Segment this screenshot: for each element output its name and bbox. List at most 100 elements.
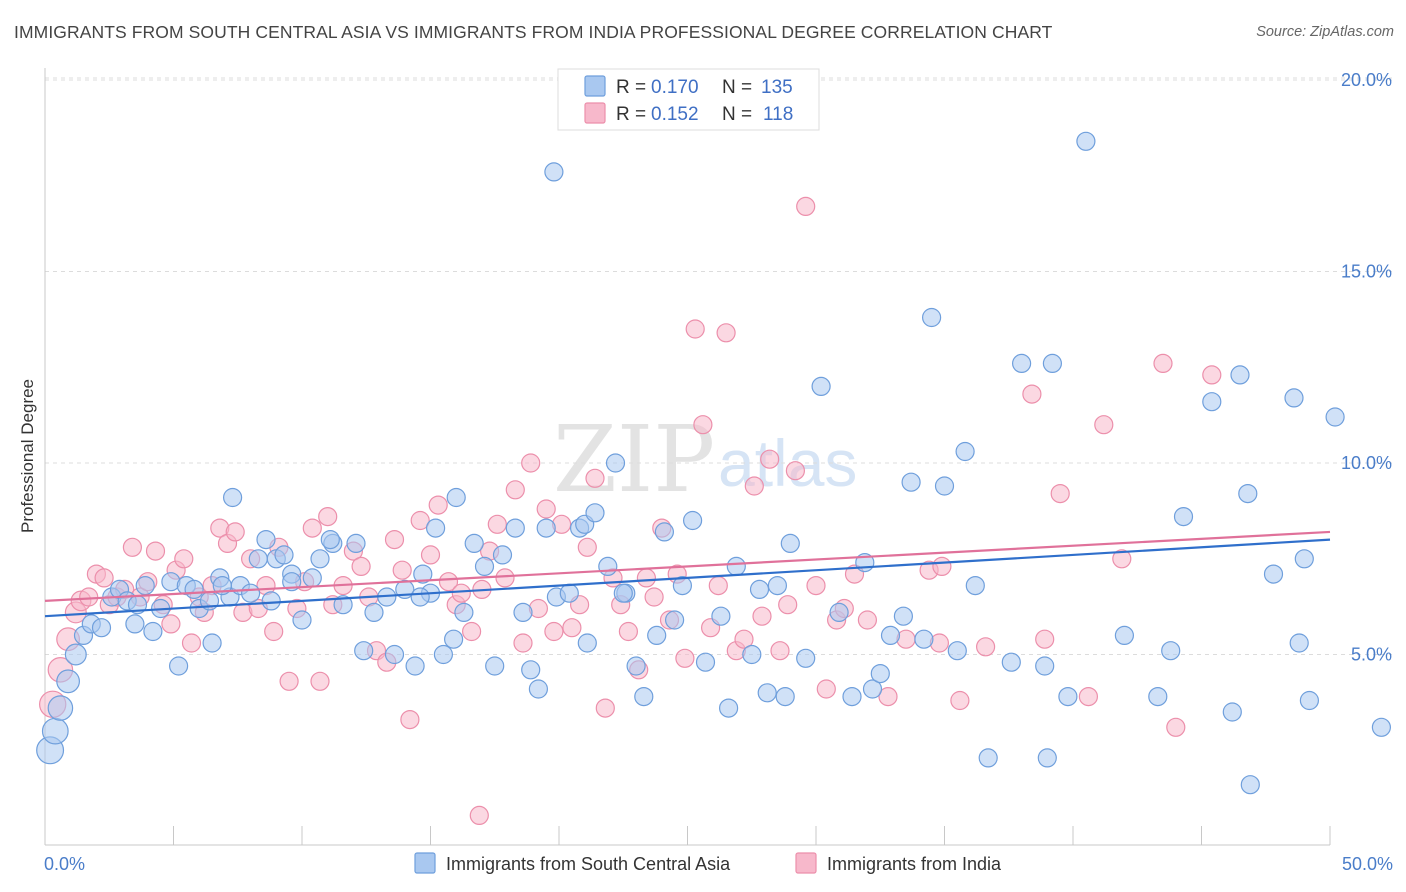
- legend-label-series2: Immigrants from India: [827, 854, 1002, 874]
- south-central-asia-point-1: [41, 717, 69, 745]
- south-central-asia-point-96: [901, 472, 921, 492]
- south-central-asia-point-52: [464, 533, 484, 554]
- legend-label-series1: Immigrants from South Central Asia: [446, 854, 731, 874]
- india-point-18: [174, 549, 194, 569]
- legend-swatch-series2: [795, 852, 817, 874]
- india-point-50: [428, 495, 448, 515]
- india-point-81: [685, 319, 705, 339]
- india-point-106: [975, 637, 996, 657]
- south-central-asia-point-50: [444, 629, 464, 649]
- india-point-113: [1153, 353, 1173, 373]
- y-tick-label-0: 5.0%: [1351, 645, 1392, 665]
- india-point-108: [1035, 629, 1055, 649]
- south-central-asia-point-16: [169, 656, 189, 676]
- south-central-asia-point-67: [598, 556, 618, 577]
- south-central-asia-point-18: [184, 579, 204, 600]
- gridlines: [45, 77, 1392, 655]
- india-point-66: [562, 618, 582, 638]
- india-point-75: [636, 568, 657, 588]
- south-central-asia-point-3: [56, 669, 80, 694]
- india-point-32: [279, 671, 299, 691]
- south-central-asia-point-116: [1263, 564, 1284, 584]
- india-point-117: [469, 805, 489, 826]
- india-point-90: [760, 449, 780, 469]
- india-point-60: [513, 633, 533, 653]
- india-point-36: [310, 671, 330, 691]
- south-central-asia-point-132: [125, 614, 145, 634]
- south-central-asia-point-39: [346, 533, 366, 554]
- stats-r-label-1: R =: [616, 77, 646, 98]
- south-central-asia-point-13: [143, 621, 163, 642]
- south-central-asia-point-84: [767, 575, 788, 596]
- india-point-107: [1022, 384, 1042, 404]
- south-central-asia-point-90: [842, 686, 862, 707]
- south-central-asia-point-76: [682, 510, 703, 531]
- india-point-53: [451, 583, 471, 603]
- south-central-asia-point-68: [605, 453, 626, 473]
- india-point-82: [693, 415, 713, 435]
- india-point-64: [544, 621, 564, 642]
- india-point-109: [1050, 484, 1070, 504]
- y-tick-label-2: 15.0%: [1341, 262, 1392, 282]
- stats-r-label-2: R =: [616, 104, 646, 125]
- south-central-asia-point-88: [811, 376, 831, 396]
- south-central-asia-point-71: [634, 686, 654, 707]
- south-central-asia-point-115: [1238, 484, 1258, 504]
- india-point-46: [392, 560, 412, 580]
- india-point-91: [770, 641, 790, 661]
- south-central-asia-point-94: [880, 625, 901, 646]
- tick-labels: 5.0% 10.0% 15.0% 20.0% 0.0% 50.0%: [44, 70, 1393, 874]
- south-central-asia-point-95: [893, 606, 914, 626]
- x-tick-label-0: 0.0%: [44, 854, 85, 874]
- south-central-asia-point-107: [1076, 131, 1096, 151]
- india-point-84: [708, 575, 728, 596]
- india-point-104: [932, 556, 952, 577]
- south-central-asia-point-70: [626, 656, 646, 676]
- south-central-asia-point-80: [726, 556, 746, 577]
- south-central-asia-point-103: [1001, 652, 1021, 672]
- india-point-110: [1078, 686, 1099, 707]
- south-central-asia-point-60: [528, 679, 549, 699]
- india-point-68: [577, 537, 597, 557]
- south-central-asia-point-75: [672, 575, 693, 596]
- india-point-87: [734, 629, 754, 649]
- south-central-asia-point-87: [796, 648, 816, 668]
- south-central-asia-point-58: [513, 602, 533, 623]
- south-central-asia-point-25: [223, 487, 243, 508]
- india-point-58: [495, 568, 515, 588]
- south-central-asia-point-74: [664, 610, 685, 630]
- south-central-asia-point-86: [780, 533, 800, 554]
- south-central-asia-point-133: [577, 633, 597, 653]
- india-point-80: [675, 648, 695, 668]
- south-central-asia-point-105: [1035, 656, 1055, 676]
- south-central-asia-point-26: [241, 583, 261, 603]
- india-point-57: [487, 514, 507, 534]
- watermark-atlas: atlas: [718, 426, 857, 500]
- south-central-asia-point-33: [292, 610, 312, 630]
- south-central-asia-point-31: [261, 591, 281, 611]
- south-central-asia-point-126: [1240, 775, 1260, 795]
- india-point-69: [585, 468, 605, 488]
- south-central-asia-point-112: [1202, 392, 1222, 412]
- watermark-zip: ZIP: [553, 406, 715, 513]
- series-south-central-asia-points: [36, 131, 1392, 795]
- south-central-asia-point-113: [1222, 702, 1242, 722]
- south-central-asia-point-121: [1325, 407, 1345, 427]
- legend-swatch-series1: [414, 852, 436, 874]
- india-point-70: [595, 698, 615, 718]
- india-point-14: [145, 541, 166, 561]
- south-central-asia-point-92: [862, 679, 883, 699]
- y-tick-label-3: 20.0%: [1341, 70, 1392, 90]
- south-central-asia-point-130: [320, 529, 340, 550]
- south-central-asia-point-108: [1114, 625, 1135, 646]
- india-point-101: [878, 686, 898, 707]
- south-central-asia-point-54: [474, 556, 495, 577]
- south-central-asia-point-35: [302, 568, 322, 588]
- india-point-85: [716, 323, 736, 343]
- trend-lines: [44, 530, 1331, 618]
- india-point-54: [462, 621, 482, 642]
- india-point-11: [122, 537, 142, 557]
- south-central-asia-point-77: [695, 652, 716, 672]
- south-central-asia-point-2: [47, 695, 74, 721]
- india-point-114: [1166, 717, 1186, 737]
